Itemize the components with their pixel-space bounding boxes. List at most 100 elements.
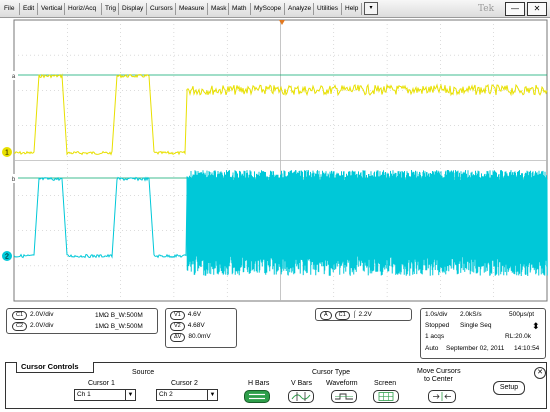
c2-scale: 2.0V/div: [30, 322, 54, 329]
trigger-source-badge: C1: [334, 311, 350, 320]
acq-mode: Single Seq: [460, 322, 492, 329]
dv-badge: ΔV: [170, 333, 186, 342]
menu-vertical[interactable]: Vertical: [41, 5, 63, 12]
c2-readout[interactable]: C2 2.0V/div: [12, 322, 54, 331]
close-icon[interactable]: ✕: [534, 367, 546, 379]
minimize-button[interactable]: —: [505, 2, 525, 16]
menu-separator: [313, 3, 314, 15]
menu-mask[interactable]: Mask: [211, 5, 227, 12]
hbars-label: H Bars: [248, 380, 270, 387]
cursor2-source-value: Ch 2: [159, 391, 173, 398]
c1-info: 1MΩ B_W:500M: [95, 312, 143, 319]
hbars-button[interactable]: [244, 390, 270, 403]
menu-display[interactable]: Display: [122, 5, 144, 12]
menu-analyze[interactable]: Analyze: [288, 5, 312, 12]
menu-separator: [175, 3, 176, 15]
screen-cursor-button[interactable]: [373, 390, 399, 403]
cursor-readout-box: [165, 308, 237, 348]
source-label: Source: [132, 369, 155, 376]
channel-readout-box: [6, 308, 158, 334]
acquisition-readout-box[interactable]: [420, 308, 546, 359]
menu-horiz-acq[interactable]: Horiz/Acq: [68, 5, 97, 12]
screen-grid-icon: [378, 392, 394, 401]
tek-logo: Tek: [478, 4, 495, 14]
menu-dropdown-button[interactable]: ▾: [364, 2, 378, 15]
menu-file[interactable]: File: [4, 5, 15, 12]
v1-readout: V1 4.6V: [170, 311, 201, 320]
c1-scale: 2.0V/div: [30, 311, 54, 318]
sample-rate: 2.0kS/s: [460, 311, 482, 318]
dv-readout: ΔV 80.0mV: [170, 333, 211, 342]
chevron-down-icon: ▼: [207, 390, 217, 400]
v1-badge: V1: [170, 311, 185, 320]
acq-status: Stopped: [425, 322, 450, 329]
vbars-label: V Bars: [291, 380, 313, 387]
stop-indicator-icon: ⬍: [532, 321, 540, 331]
menu-separator: [284, 3, 285, 15]
screen-type-label: Screen: [374, 380, 397, 387]
menu-separator: [228, 3, 229, 15]
timebase: 1.0s/div: [425, 311, 448, 318]
trigger-readout-box[interactable]: [315, 308, 412, 321]
time: 14:10:54: [514, 345, 540, 352]
cursor2-source-select[interactable]: Ch 2 ▼: [156, 389, 218, 401]
cursor1-label: Cursor 1: [88, 380, 115, 387]
ch2-marker-label: 2: [5, 254, 9, 261]
readout-panel: C1 2.0V/div 1MΩ B_W:500M C2 2.0V/div 1MΩ B…: [0, 304, 550, 360]
move-cursors-to-center-button[interactable]: [428, 390, 456, 403]
menu-myscope[interactable]: MyScope: [254, 5, 282, 12]
menu-separator: [19, 3, 20, 15]
menu-cursors[interactable]: Cursors: [150, 5, 173, 12]
v2-badge: V2: [170, 322, 185, 331]
dv-value: 80.0mV: [188, 333, 211, 340]
menu-separator: [37, 3, 38, 15]
trigger-slope-icon: ⌠: [352, 311, 357, 318]
ch2-ground-marker: 2: [2, 251, 12, 261]
ch1-ground-marker: 1: [2, 147, 12, 157]
acq-count: 1 acqs: [425, 333, 445, 340]
menu-separator: [101, 3, 102, 15]
c2-info: 1MΩ B_W:500M: [95, 323, 143, 330]
cursor-controls-panel: Cursor Controls Source Cursor 1 Ch 1 ▼ C…: [5, 362, 547, 409]
c2-badge: C2: [12, 322, 28, 331]
setup-button[interactable]: Setup: [493, 381, 525, 395]
menu-math[interactable]: Math: [232, 5, 247, 12]
menu-edit[interactable]: Edit: [23, 5, 35, 12]
chevron-down-icon: ▼: [125, 390, 135, 400]
menu-separator: [207, 3, 208, 15]
ch1-marker-label: 1: [5, 150, 9, 157]
cursor1-source-select[interactable]: Ch 1 ▼: [74, 389, 136, 401]
move-cursors-label-1: Move Cursors: [417, 368, 461, 375]
center-arrows-icon: [433, 392, 451, 401]
waveform-type-label: Waveform: [326, 380, 358, 387]
close-window-button[interactable]: ✕: [527, 2, 547, 16]
trigger-level: 2.2V: [358, 311, 372, 318]
v2-value: 4.68V: [187, 322, 205, 329]
trigger-mode: Auto: [425, 345, 439, 352]
trigger-readout: A C1 ⌠ 2.2V: [320, 311, 372, 320]
menu-measure[interactable]: Measure: [179, 5, 205, 12]
menu-bar: File Edit Vertical Horiz/Acq Trig Displa…: [0, 0, 550, 18]
cursor-b-marker: b: [9, 174, 18, 183]
waveform-cursor-button[interactable]: [331, 390, 357, 403]
hbars-icon: [249, 393, 265, 400]
ch2-waveform: [13, 169, 548, 277]
menu-trig[interactable]: Trig: [105, 5, 116, 12]
c1-readout[interactable]: C1 2.0V/div: [12, 311, 54, 320]
menu-help[interactable]: Help: [345, 5, 359, 12]
v1-value: 4.6V: [187, 311, 202, 318]
vbars-icon: [291, 392, 311, 401]
cursor1-source-value: Ch 1: [77, 391, 91, 398]
vbars-button[interactable]: [288, 390, 314, 403]
cursor2-label: Cursor 2: [171, 380, 198, 387]
ch1-waveform: [13, 73, 548, 156]
menu-utilities[interactable]: Utilities: [317, 5, 338, 12]
cursor-a-label: a: [12, 74, 16, 80]
cursor-type-label: Cursor Type: [312, 369, 350, 376]
menu-separator: [64, 3, 65, 15]
menu-separator: [361, 3, 362, 15]
record-length: RL:20.0k: [505, 333, 532, 340]
cursor-a-marker: a: [9, 71, 18, 80]
waveform-canvas: a b 1 2: [2, 19, 548, 302]
waveform-display[interactable]: a b 1 2: [0, 18, 550, 304]
